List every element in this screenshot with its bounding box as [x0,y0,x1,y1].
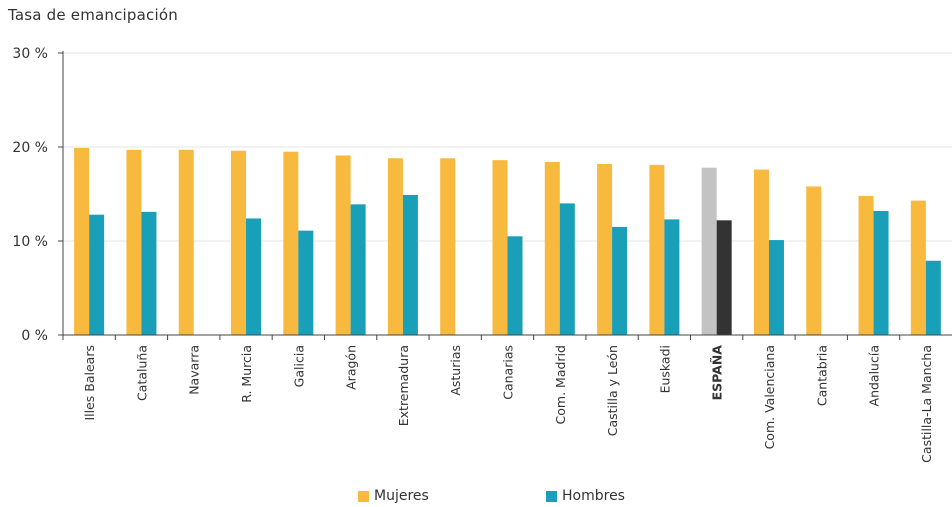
bar-mujeres-aragon [335,155,351,335]
y-tick-label: 0 % [21,328,48,344]
chart-plot: 0 % 10 % 20 % 30 % Illes Balears Cataluña Nav… [12,46,952,463]
bar-hombres-cataluna [141,211,157,335]
x-tick-label-illes-balears: Illes Balears [82,345,97,421]
x-tick-label-extremadura: Extremadura [396,345,411,426]
bar-mujeres-com-valenciana [753,169,769,335]
bar-mujeres-castilla-la-mancha [910,200,926,335]
bar-mujeres-euskadi [649,164,665,335]
x-tick-label-r-murcia: R. Murcia [239,345,254,403]
legend-swatch-mujeres [358,490,369,502]
x-tick-label-canarias: Canarias [501,345,516,400]
legend-item-mujeres: Mujeres [358,488,429,504]
x-tick-label-com-valenciana: Com. Valenciana [762,345,777,449]
legend-swatch-hombres [546,490,557,502]
bar-mujeres-andalucia [858,195,874,335]
bar-hombres-castilla-la-mancha [925,260,941,335]
bar-hombres-castilla-y-leon [612,226,628,335]
bar-hombres-illes-balears [89,214,105,335]
x-tick-label-cataluna: Cataluña [134,345,149,401]
bars-layer [74,147,941,335]
x-tick-label-galicia: Galicia [291,345,306,387]
label-layer: Illes Balears Cataluña Navarra R. Murcia Gal… [82,345,934,463]
bar-mujeres-illes-balears [74,147,90,335]
bar-hombres-com-madrid [559,203,575,335]
x-tick-label-castilla-la-mancha: Castilla-La Mancha [919,345,934,463]
bar-mujeres-castilla-y-leon [597,163,613,335]
x-tick-label-castilla-y-leon: Castilla y León [605,345,620,436]
bar-mujeres-cataluna [126,149,142,335]
legend-item-hombres: Hombres [546,488,625,504]
bar-hombres-extremadura [402,194,418,335]
x-tick-label-navarra: Navarra [187,345,202,395]
bar-hombres-espana [716,220,732,335]
bar-hombres-canarias [507,236,523,335]
bar-hombres-andalucia [873,210,889,335]
chart-title: Tasa de emancipación [8,6,178,24]
axis-layer: 0 % 10 % 20 % 30 % [12,46,952,344]
bar-mujeres-asturias [440,158,456,335]
legend-label-hombres: Hombres [562,488,625,504]
bar-mujeres-canarias [492,160,508,335]
legend-label-mujeres: Mujeres [374,488,429,504]
bar-mujeres-navarra [178,149,194,335]
x-tick-label-euskadi: Euskadi [657,345,672,393]
bar-mujeres-extremadura [387,158,403,335]
x-tick-label-asturias: Asturias [448,345,463,396]
x-tick-label-andalucia: Andalucía [867,345,882,406]
bar-mujeres-galicia [283,151,299,335]
bar-mujeres-cantabria [806,186,822,335]
bar-hombres-aragon [350,204,366,335]
y-tick-label: 10 % [12,234,48,250]
y-tick-label: 20 % [12,140,48,156]
y-tick-label: 30 % [12,46,48,62]
bar-mujeres-com-madrid [544,162,560,335]
bar-hombres-galicia [298,230,314,335]
bar-hombres-com-valenciana [768,240,784,335]
x-tick-label-cantabria: Cantabria [814,345,829,406]
bar-mujeres-espana [701,167,717,335]
x-tick-label-espana: ESPAÑA [710,345,725,401]
bar-mujeres-r-murcia [231,150,247,335]
x-tick-label-com-madrid: Com. Madrid [553,345,568,424]
x-tick-label-aragon: Aragón [344,345,359,390]
bar-hombres-r-murcia [246,218,262,335]
bar-hombres-euskadi [664,219,680,335]
